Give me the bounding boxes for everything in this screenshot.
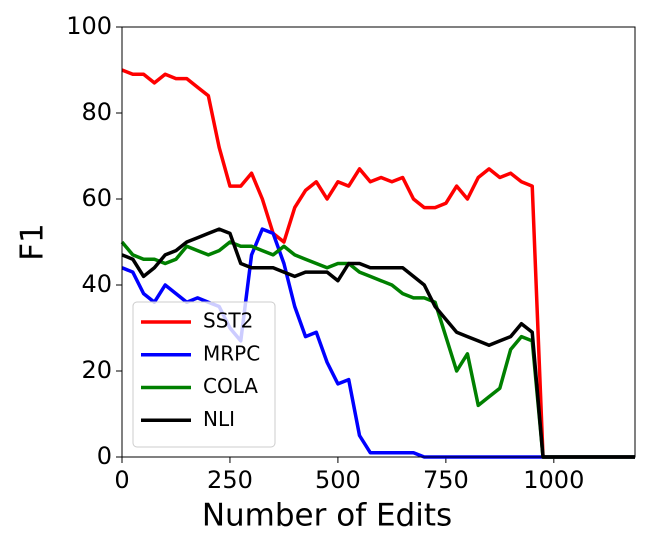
legend-label: SST2 (203, 309, 253, 333)
x-axis-label: Number of Edits (202, 498, 452, 534)
y-axis-label: F1 (15, 223, 51, 261)
legend-label: COLA (203, 374, 258, 398)
y-tick-label: 60 (81, 184, 112, 212)
legend: SST2 MRPC COLA NLI (132, 301, 276, 448)
legend-label: NLI (203, 407, 235, 431)
x-tick-label: 1000 (523, 466, 584, 494)
plot-frame (121, 26, 636, 458)
x-tick-label: 250 (207, 466, 253, 494)
y-tick-label: 40 (81, 270, 112, 298)
y-tick-label: 0 (97, 442, 112, 470)
x-tick-label: 0 (114, 466, 129, 494)
y-tick-label: 20 (81, 356, 112, 384)
legend-label: MRPC (203, 341, 260, 365)
y-tick-label: 100 (66, 12, 112, 40)
x-tick-label: 500 (315, 466, 361, 494)
legend-box (132, 301, 276, 448)
y-tick-label: 80 (81, 98, 112, 126)
x-tick-label: 750 (423, 466, 469, 494)
